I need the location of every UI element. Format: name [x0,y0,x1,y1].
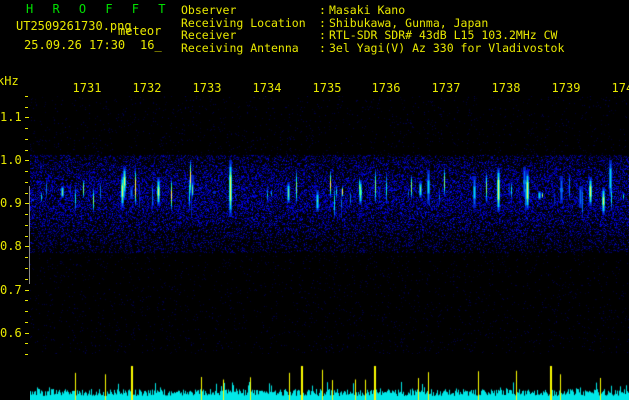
y-axis-tick-label: 0.8 [0,239,22,253]
metadata-row-receiving-location: Receiving Location : Shibukawa, Gunma, J… [181,15,564,30]
y-axis-minor-tick-mark [25,214,28,215]
x-axis-tick-label: 1737 [431,81,461,95]
x-axis-tick-label: 1740 [611,81,629,95]
y-axis-minor-tick-mark [25,236,28,237]
metadata-value: 3el Yagi(V) Az 330 for Vladivostok [329,40,565,55]
y-axis-tick-mark [25,290,29,291]
y-axis-minor-tick-mark [25,311,28,312]
x-axis-tick-label: 1735 [312,81,342,95]
x-axis-tick-label: 1732 [132,81,162,95]
y-axis-minor-tick-mark [25,268,28,269]
y-axis-minor-tick-mark [25,150,28,151]
y-axis-tick-mark [25,246,29,247]
x-axis-tick-label: 1736 [371,81,401,95]
x-axis-tick-label: 1731 [72,81,102,95]
metadata-value: Shibukawa, Gunma, Japan [329,15,489,30]
station-metadata: Observer : Masaki Kano Receiving Locatio… [181,4,564,54]
metadata-row-receiving-antenna: Receiving Antenna : 3el Yagi(V) Az 330 f… [181,42,564,55]
x-axis-tick-label: 1739 [551,81,581,95]
metadata-key: Observer [181,3,237,17]
y-axis-tick-label: 1.1 [0,110,22,124]
x-axis-tick-label: 1734 [252,81,282,95]
x-axis-tick-label: 1733 [192,81,222,95]
metadata-row-observer: Observer : Masaki Kano [181,4,564,17]
metadata-value: RTL-SDR SDR# 43dB L15 103.2MHz CW [329,28,558,43]
y-axis-minor-tick-mark [25,139,28,140]
amplitude-canvas[interactable] [30,358,629,400]
y-axis-tick-mark [25,333,29,334]
metadata-separator: : [319,3,326,17]
x-axis-tick-label: 1738 [491,81,521,95]
y-axis-minor-tick-mark [25,182,28,183]
filename-label: UT2509261730.png [16,19,132,33]
metadata-key: Receiving Antenna [181,40,299,55]
capture-mode-label: meteor [118,24,162,38]
y-axis-minor-tick-mark [25,322,28,323]
event-counter-label: 16_ [140,38,162,52]
timestamp-label: 25.09.26 17:30 [24,38,126,52]
y-axis-line [29,186,30,284]
y-axis-minor-tick-mark [25,96,28,97]
metadata-key: Receiving Location [181,15,306,30]
spectrogram-panel[interactable] [30,96,629,354]
y-axis-minor-tick-mark [25,300,28,301]
y-axis-tick-mark [25,203,29,204]
y-axis-tick-label: 0.9 [0,196,22,210]
y-axis-tick-mark [25,117,29,118]
y-axis-minor-tick-mark [25,128,28,129]
y-axis-minor-tick-mark [25,343,28,344]
metadata-separator: : [319,15,326,30]
spectrogram-canvas[interactable] [30,96,629,354]
y-axis-minor-tick-mark [25,193,28,194]
metadata-key: Receiver [181,28,237,43]
y-axis-tick-mark [25,160,29,161]
y-axis-minor-tick-mark [25,107,28,108]
y-axis-minor-tick-mark [25,257,28,258]
y-axis-minor-tick-mark [25,354,28,355]
y-axis-tick-label: 0.7 [0,283,22,297]
metadata-value: Masaki Kano [329,3,406,17]
metadata-separator: : [319,28,326,43]
y-axis-minor-tick-mark [25,171,28,172]
amplitude-panel[interactable] [30,358,629,400]
metadata-separator: : [319,40,326,55]
y-axis-tick-label: 1.0 [0,153,22,167]
app-title: H R O F F T [26,2,172,16]
y-axis-tick-label: 0.6 [0,326,22,340]
y-axis-minor-tick-mark [25,225,28,226]
y-axis-unit-label: kHz [0,74,19,88]
metadata-row-receiver: Receiver : RTL-SDR SDR# 43dB L15 103.2MH… [181,29,564,42]
y-axis-minor-tick-mark [25,279,28,280]
